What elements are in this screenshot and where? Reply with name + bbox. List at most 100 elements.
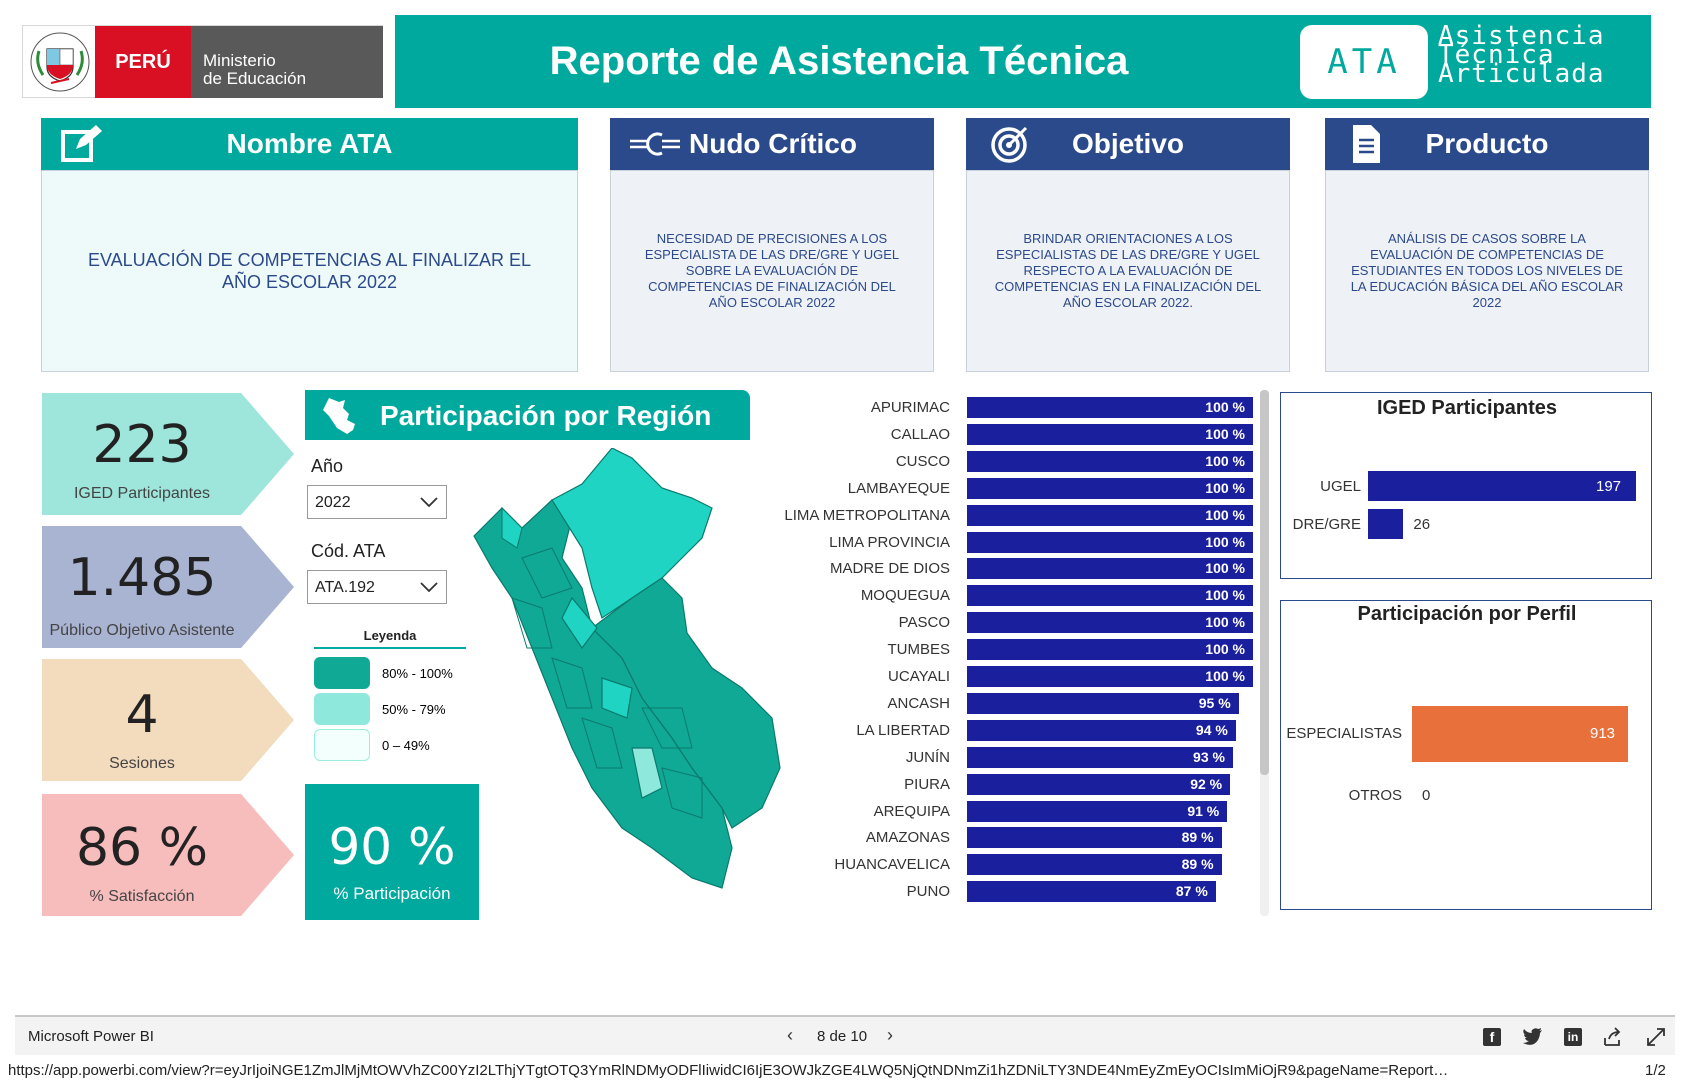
panel-title: Participación por Perfil bbox=[1357, 603, 1577, 625]
card-text: ANÁLISIS DE CASOS SOBRE LA EVALUACIÓN DE… bbox=[1325, 170, 1649, 372]
region-bar[interactable]: 100 % bbox=[967, 531, 1253, 553]
region-label: JUNÍN bbox=[905, 748, 950, 766]
twitter-icon[interactable] bbox=[1523, 1028, 1543, 1046]
legend-label: 50% - 79% bbox=[382, 701, 446, 717]
map-region[interactable] bbox=[561, 596, 598, 650]
kpi-label: IGED Participantes bbox=[73, 485, 211, 502]
card-objetivo: Objetivo BRINDAR ORIENTACIONES A LOS ESP… bbox=[966, 118, 1290, 372]
legend-swatch bbox=[314, 657, 370, 689]
map-region[interactable] bbox=[631, 747, 663, 799]
minedu-logo: PERÚ Ministerio de Educación bbox=[22, 25, 383, 98]
region-bar[interactable]: 92 % bbox=[967, 773, 1231, 795]
peru-label: PERÚ bbox=[95, 26, 191, 98]
card-text: EVALUACIÓN DE COMPETENCIAS AL FINALIZAR … bbox=[41, 170, 578, 372]
map-region[interactable] bbox=[551, 448, 713, 619]
legend-item: 0 – 49% bbox=[314, 729, 466, 761]
region-bar[interactable]: 100 % bbox=[967, 666, 1253, 687]
region-bar[interactable]: 100 % bbox=[967, 612, 1253, 634]
print-page-count: 1/2 bbox=[1645, 1062, 1666, 1079]
region-label: PUNO bbox=[906, 883, 950, 901]
region-label: LIMA PROVINCIA bbox=[829, 533, 950, 551]
next-page-icon[interactable]: › bbox=[887, 1025, 893, 1045]
powerbi-brand: Microsoft Power BI bbox=[28, 1028, 154, 1045]
region-label: AREQUIPA bbox=[873, 802, 950, 820]
legend-title: Leyenda bbox=[314, 628, 466, 649]
kpi-label: Sesiones bbox=[109, 755, 175, 772]
card-nudo-critico: Nudo Crítico NECESIDAD DE PRECISIONES A … bbox=[610, 118, 934, 372]
peru-region-map[interactable] bbox=[472, 448, 782, 896]
card-nombre-ata: Nombre ATA EVALUACIÓN DE COMPETENCIAS AL… bbox=[41, 118, 578, 372]
region-bar[interactable]: 89 % bbox=[967, 827, 1222, 849]
region-bar[interactable]: 100 % bbox=[967, 477, 1253, 499]
ata-word-2: Técnica bbox=[1438, 40, 1555, 70]
map-region[interactable] bbox=[591, 577, 781, 829]
card-text: NECESIDAD DE PRECISIONES A LOS ESPECIALI… bbox=[610, 170, 934, 372]
legend-label: 80% - 100% bbox=[382, 665, 453, 681]
region-label: MOQUEGUA bbox=[860, 587, 950, 605]
facebook-icon[interactable]: f bbox=[1483, 1028, 1501, 1046]
region-bar[interactable]: 100 % bbox=[967, 423, 1253, 445]
region-bar[interactable]: 95 % bbox=[967, 692, 1239, 714]
share-icon[interactable] bbox=[1603, 1027, 1623, 1047]
kpi-iged-participantes: 223 IGED Participantes bbox=[42, 393, 294, 515]
chart-scrollbar[interactable] bbox=[1260, 390, 1269, 916]
kpi-label: % Participación bbox=[333, 884, 451, 903]
title-bar: Reporte de Asistencia Técnica ATA Asiste… bbox=[395, 15, 1651, 108]
region-bar[interactable]: 100 % bbox=[967, 558, 1253, 580]
iged-bar[interactable] bbox=[1368, 471, 1636, 501]
kpi-value: 90 % bbox=[328, 818, 456, 876]
card-header: Nudo Crítico bbox=[610, 118, 934, 170]
knot-icon bbox=[628, 118, 682, 170]
region-bar[interactable]: 87 % bbox=[967, 881, 1216, 903]
region-bar[interactable]: 94 % bbox=[967, 719, 1236, 741]
legend-item: 50% - 79% bbox=[314, 693, 466, 725]
region-title: Participación por Región bbox=[380, 400, 712, 431]
document-icon bbox=[1339, 118, 1391, 170]
ata-code-label: Cód. ATA bbox=[311, 541, 386, 561]
region-bar[interactable]: 100 % bbox=[967, 639, 1253, 661]
region-bar[interactable]: 91 % bbox=[967, 800, 1228, 822]
perfil-value-label: 913 bbox=[1590, 725, 1616, 742]
kpi-label: % Satisfacción bbox=[89, 888, 195, 905]
perfil-panel: Participación por Perfil ESPECIALISTAS 91… bbox=[1280, 600, 1652, 910]
map-region[interactable] bbox=[511, 547, 703, 819]
map-region[interactable] bbox=[601, 677, 633, 719]
kpi-value: 86 % bbox=[75, 818, 209, 878]
coat-of-arms-icon bbox=[30, 32, 90, 92]
ata-code-select[interactable]: ATA.192 bbox=[307, 570, 447, 604]
card-text: BRINDAR ORIENTACIONES A LOS ESPECIALISTA… bbox=[966, 170, 1290, 372]
iged-bar[interactable] bbox=[1368, 509, 1404, 539]
region-label: CUSCO bbox=[895, 452, 950, 470]
region-bar[interactable]: 100 % bbox=[967, 397, 1253, 418]
region-label: AMAZONAS bbox=[865, 829, 950, 847]
target-icon bbox=[984, 118, 1036, 170]
kpi-label: Público Objetivo Asistente bbox=[49, 622, 235, 639]
map-legend: Leyenda 80% - 100% 50% - 79% 0 – 49% bbox=[314, 628, 466, 761]
iged-category-label: UGEL bbox=[1320, 478, 1361, 495]
region-label: LAMBAYEQUE bbox=[847, 479, 950, 497]
region-bar[interactable]: 100 % bbox=[967, 585, 1253, 607]
map-region[interactable] bbox=[501, 506, 523, 549]
kpi-sesiones: 4 Sesiones bbox=[42, 659, 294, 781]
region-bar[interactable]: 100 % bbox=[967, 450, 1253, 472]
legend-swatch bbox=[314, 729, 370, 761]
year-select[interactable]: 2022 bbox=[307, 485, 447, 519]
ministry-line-1: Ministerio bbox=[203, 51, 276, 70]
region-bar[interactable]: 89 % bbox=[967, 854, 1222, 876]
page-title: Reporte de Asistencia Técnica bbox=[549, 39, 1129, 83]
perfil-bar[interactable] bbox=[1412, 706, 1628, 762]
card-title: Objetivo bbox=[1071, 128, 1184, 159]
legend-label: 0 – 49% bbox=[382, 737, 430, 753]
region-bar[interactable]: 100 % bbox=[967, 504, 1253, 526]
linkedin-icon[interactable]: in bbox=[1564, 1028, 1582, 1046]
scrollbar-thumb[interactable] bbox=[1260, 390, 1269, 775]
iged-participantes-panel: IGED Participantes UGEL 197 DRE/GRE 26 bbox=[1280, 392, 1652, 579]
region-bar[interactable]: 93 % bbox=[967, 746, 1233, 768]
perfil-value-label: 0 bbox=[1422, 787, 1431, 804]
kpi-value: 223 bbox=[92, 415, 192, 475]
ata-word-3: Articulada bbox=[1438, 59, 1605, 89]
prev-page-icon[interactable]: ‹ bbox=[787, 1025, 793, 1045]
fullscreen-icon[interactable] bbox=[1646, 1027, 1666, 1047]
perfil-category-label: OTROS bbox=[1348, 787, 1402, 804]
card-header: Nombre ATA bbox=[41, 118, 578, 170]
